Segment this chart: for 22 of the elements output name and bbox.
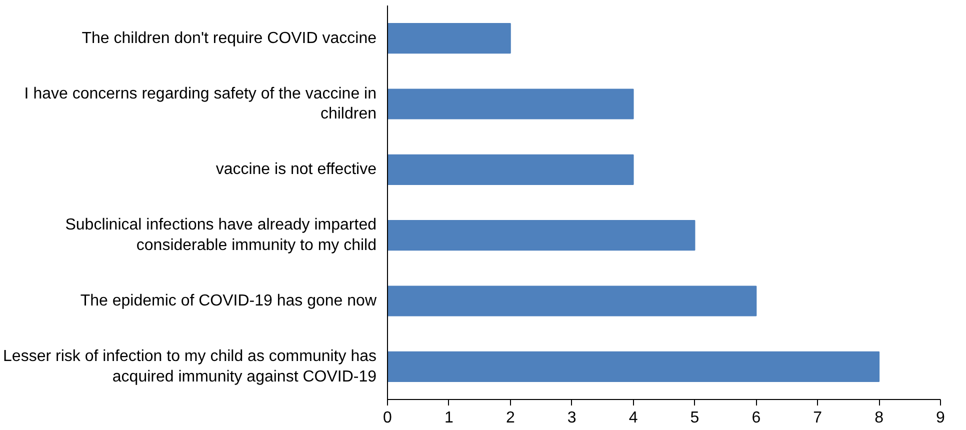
x-tick-label: 6 [752,410,761,426]
x-tick-label: 3 [567,410,576,426]
y-tick-label: I have concerns regarding safety of the vaccine in children [24,85,376,123]
y-tick-label: The epidemic of COVID-19 has gone now [80,292,377,310]
bar [388,23,511,54]
x-tick-label: 8 [874,410,884,426]
bar [388,351,880,382]
y-tick-label: Lesser risk of infection to my child as community has acquired immunity against COVID-19 [3,348,377,386]
bar [388,154,634,185]
x-tick-label: 0 [383,410,392,426]
bar [388,286,757,316]
y-tick-label: Subclinical infections have already imparted considerable immunity to my child [65,216,376,254]
x-tick-label: 5 [690,410,700,426]
x-tick-label: 9 [936,410,946,426]
y-tick-label: The children don't require COVID vaccine [82,30,377,47]
x-tick-label: 4 [628,410,638,426]
x-tick-label: 7 [813,410,822,426]
y-tick-label: vaccine is not effective [216,161,377,178]
x-tick-label: 2 [506,410,515,426]
bar [388,220,696,251]
x-tick-label: 1 [444,410,454,426]
bar [388,88,634,120]
